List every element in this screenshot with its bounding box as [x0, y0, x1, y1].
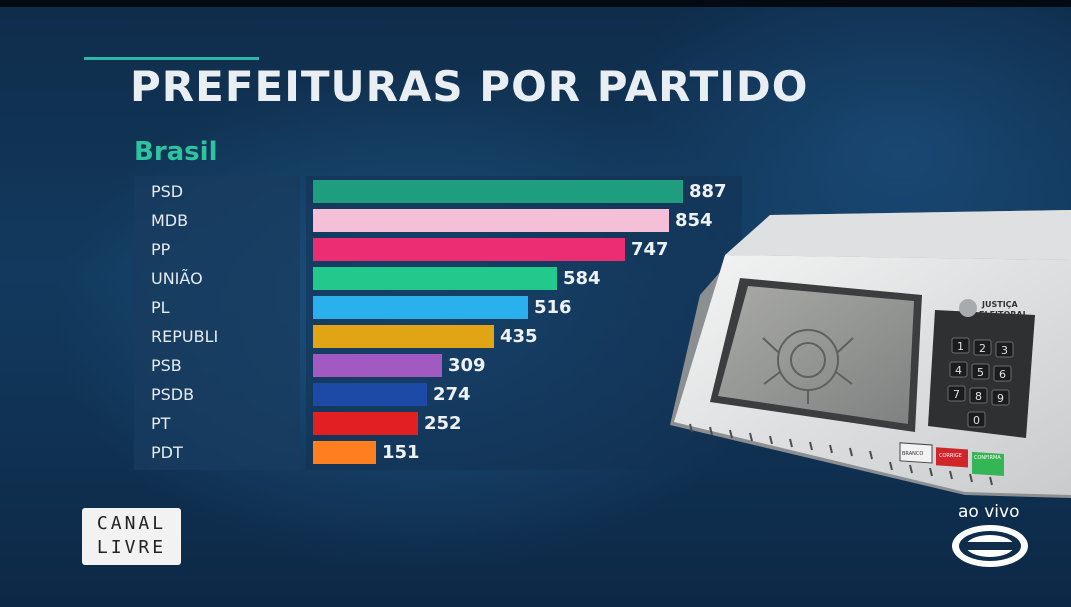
bar [313, 441, 376, 464]
category-label: PP [151, 240, 171, 259]
category-label: MDB [151, 211, 189, 230]
bar-value-label: 854 [675, 210, 713, 231]
category-label: PT [151, 414, 171, 433]
bar-value-label: 252 [424, 413, 462, 434]
svg-text:ELEITORAL: ELEITORAL [979, 310, 1028, 319]
category-label: PDT [151, 443, 183, 462]
machine-screen [718, 286, 914, 424]
keypad-key [995, 341, 1014, 358]
machine-brand: JUSTIÇA ELEITORAL [959, 299, 1028, 319]
canal-logo-line1: CANAL [96, 513, 167, 534]
keypad-key [969, 387, 988, 404]
bar [313, 354, 442, 377]
keypad-key-label: 6 [999, 368, 1006, 381]
white-vote-button [899, 442, 933, 464]
canal-livre-logo: CANAL LIVRE [82, 508, 181, 565]
keypad-key-label: 9 [997, 392, 1004, 405]
category-label: PL [151, 298, 170, 317]
category-label-panel [134, 176, 300, 470]
bar-value-label: 309 [448, 355, 486, 376]
keypad-key [973, 339, 992, 356]
svg-text:CONFIRMA: CONFIRMA [974, 455, 1001, 461]
bar [313, 180, 683, 203]
keypad-key [991, 389, 1010, 406]
category-label: PSD [151, 182, 184, 201]
machine-action-buttons: BRANCO CORRIGE CONFIRMA [899, 442, 1004, 477]
bar [313, 383, 427, 406]
bar-value-label: 274 [433, 384, 471, 405]
bar-value-label: 151 [382, 442, 420, 463]
bar-value-label: 747 [631, 239, 669, 260]
keypad-key-label: 1 [957, 340, 964, 353]
live-indicator-text: ao vivo [958, 502, 1020, 522]
keypad-key-label: 7 [953, 388, 960, 401]
machine-top [725, 210, 1071, 260]
bar-value-label: 887 [689, 181, 727, 202]
coat-of-arms-icon [762, 329, 854, 404]
keypad-key [967, 411, 986, 428]
bar-value-label: 584 [563, 268, 601, 289]
keypad-key [949, 361, 968, 378]
network-eye-logo-icon [952, 525, 1028, 567]
keypad-key [971, 363, 990, 380]
category-label: PSB [151, 356, 182, 375]
correct-button [936, 447, 968, 468]
keypad-key-label: 2 [979, 342, 986, 355]
confirm-button [972, 451, 1004, 477]
machine-edge-ticks [689, 423, 993, 486]
region-label: Brasil [134, 137, 218, 167]
keypad-key-label: 4 [955, 364, 962, 377]
voting-machine-illustration: JUSTIÇA ELEITORAL 1 2 3 4 5 6 7 8 9 0 BRANCO CORR… [670, 210, 1071, 498]
keypad-key [947, 385, 966, 402]
canal-logo-line2: LIVRE [96, 537, 167, 558]
keypad-key-label: 5 [977, 366, 984, 379]
keypad-key [951, 337, 970, 354]
top-edge-bar [0, 0, 1071, 7]
keypad-key-label: 3 [1001, 344, 1008, 357]
category-label: UNIÃO [151, 269, 203, 288]
svg-text:BRANCO: BRANCO [902, 451, 923, 457]
machine-keypad: 1 2 3 4 5 6 7 8 9 0 [947, 337, 1014, 428]
bar [313, 238, 625, 261]
bar [313, 267, 557, 290]
bar [313, 209, 669, 232]
bar-value-label: 516 [534, 297, 572, 318]
category-label: PSDB [151, 385, 195, 404]
bar [313, 296, 528, 319]
title-accent-line [84, 57, 259, 60]
keypad-key-label: 0 [973, 414, 980, 427]
chart-title: PREFEITURAS POR PARTIDO [130, 62, 809, 111]
keypad-key [993, 365, 1012, 382]
bar-value-label: 435 [500, 326, 538, 347]
svg-text:JUSTIÇA: JUSTIÇA [981, 300, 1019, 309]
seal-icon [959, 299, 977, 317]
bar [313, 412, 418, 435]
svg-text:CORRIGE: CORRIGE [939, 453, 962, 459]
bar [313, 325, 494, 348]
category-label: REPUBLI [151, 327, 219, 346]
keypad-key-label: 8 [975, 390, 982, 403]
